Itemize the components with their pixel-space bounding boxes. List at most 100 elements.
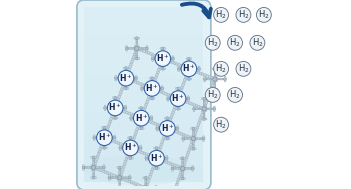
Circle shape	[205, 88, 220, 102]
Circle shape	[182, 177, 184, 179]
Circle shape	[110, 118, 113, 121]
Circle shape	[104, 109, 106, 111]
Circle shape	[160, 56, 162, 57]
Circle shape	[104, 130, 105, 132]
Circle shape	[119, 171, 121, 173]
Circle shape	[147, 178, 150, 181]
Circle shape	[183, 167, 185, 169]
Circle shape	[181, 177, 184, 180]
Circle shape	[162, 55, 164, 57]
Circle shape	[151, 85, 153, 87]
Circle shape	[104, 132, 105, 133]
Circle shape	[136, 54, 138, 56]
Circle shape	[162, 67, 164, 69]
Circle shape	[171, 95, 174, 98]
Circle shape	[154, 88, 156, 89]
Circle shape	[190, 58, 192, 60]
Circle shape	[158, 157, 160, 159]
Circle shape	[188, 77, 190, 79]
Circle shape	[214, 86, 216, 88]
Circle shape	[149, 89, 151, 91]
Circle shape	[136, 49, 138, 51]
Circle shape	[177, 178, 180, 181]
Circle shape	[130, 138, 131, 140]
Circle shape	[257, 7, 271, 22]
Circle shape	[202, 108, 204, 110]
Circle shape	[190, 70, 192, 72]
Circle shape	[106, 137, 108, 139]
Circle shape	[227, 35, 243, 50]
Circle shape	[168, 129, 170, 131]
Circle shape	[182, 140, 184, 142]
Circle shape	[177, 100, 179, 102]
Circle shape	[121, 77, 123, 79]
Circle shape	[93, 176, 94, 178]
Circle shape	[179, 68, 181, 70]
Circle shape	[191, 103, 194, 106]
Circle shape	[94, 137, 96, 139]
Circle shape	[154, 167, 155, 169]
Circle shape	[99, 167, 101, 168]
Circle shape	[217, 78, 218, 80]
Circle shape	[153, 157, 155, 159]
Circle shape	[119, 180, 121, 181]
Circle shape	[207, 94, 211, 97]
Circle shape	[176, 63, 178, 66]
Circle shape	[173, 164, 177, 167]
Circle shape	[154, 155, 155, 157]
Circle shape	[119, 173, 122, 176]
Circle shape	[166, 58, 168, 60]
Circle shape	[139, 117, 141, 119]
Circle shape	[164, 128, 165, 129]
Circle shape	[113, 136, 116, 139]
Circle shape	[122, 165, 125, 168]
Circle shape	[114, 139, 115, 141]
Circle shape	[92, 165, 96, 170]
Circle shape	[143, 117, 145, 119]
Circle shape	[95, 157, 98, 160]
Circle shape	[135, 187, 138, 189]
Circle shape	[102, 137, 104, 139]
Circle shape	[205, 106, 207, 108]
Circle shape	[115, 177, 117, 179]
Circle shape	[126, 179, 129, 182]
Circle shape	[136, 42, 138, 44]
Circle shape	[150, 157, 152, 159]
Circle shape	[179, 173, 182, 176]
Circle shape	[137, 187, 139, 189]
Circle shape	[126, 147, 127, 149]
Circle shape	[160, 88, 162, 89]
Circle shape	[125, 158, 128, 160]
Circle shape	[155, 161, 158, 163]
Circle shape	[105, 127, 107, 129]
Circle shape	[133, 77, 135, 79]
Circle shape	[156, 153, 159, 156]
Circle shape	[162, 138, 165, 141]
Circle shape	[194, 68, 197, 70]
Circle shape	[181, 84, 185, 87]
Circle shape	[169, 128, 171, 129]
Circle shape	[179, 168, 181, 169]
Circle shape	[213, 77, 217, 81]
Circle shape	[178, 66, 180, 68]
Circle shape	[171, 98, 172, 100]
Circle shape	[170, 187, 173, 189]
Circle shape	[145, 178, 147, 180]
Circle shape	[141, 187, 143, 189]
Circle shape	[158, 155, 159, 157]
Circle shape	[142, 117, 144, 119]
Circle shape	[184, 170, 185, 171]
Circle shape	[148, 117, 150, 119]
Circle shape	[130, 144, 131, 146]
Circle shape	[126, 111, 128, 114]
Circle shape	[186, 101, 189, 104]
Circle shape	[140, 149, 141, 151]
Circle shape	[104, 129, 105, 131]
Text: H$^+$: H$^+$	[171, 92, 185, 104]
Circle shape	[158, 56, 161, 59]
Circle shape	[155, 167, 158, 170]
Circle shape	[154, 88, 157, 91]
Circle shape	[204, 80, 206, 82]
Circle shape	[140, 127, 143, 130]
Circle shape	[186, 153, 189, 156]
